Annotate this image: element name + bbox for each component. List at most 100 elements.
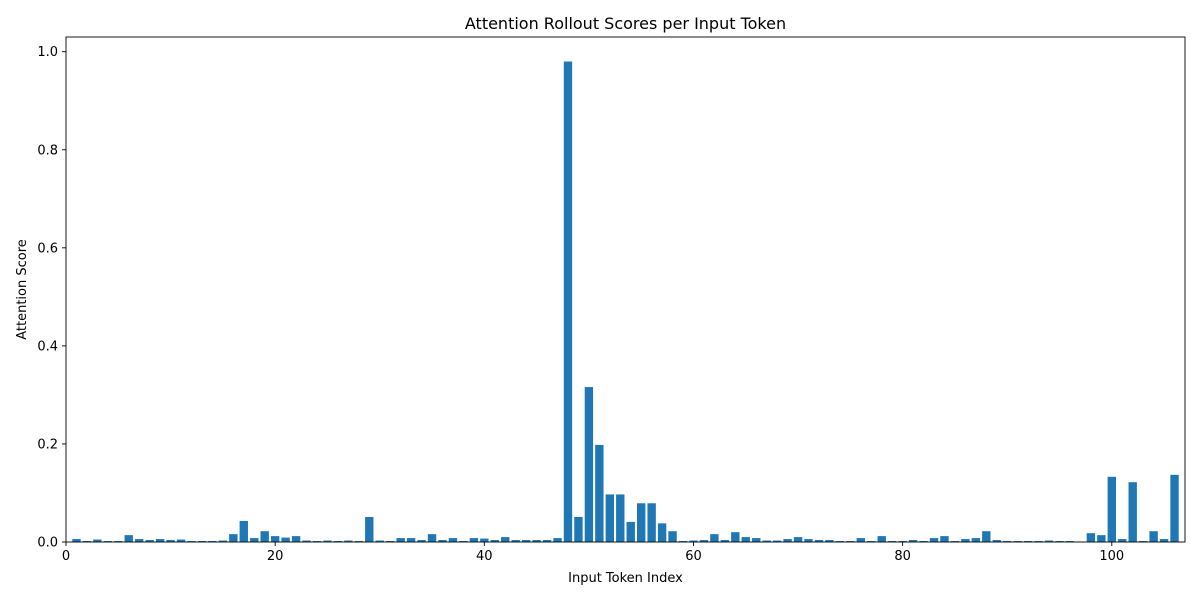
bar-token-104 bbox=[1149, 531, 1158, 542]
bar-token-103 bbox=[1138, 541, 1148, 542]
bar-token-62 bbox=[710, 534, 719, 542]
bar-token-100 bbox=[1107, 476, 1116, 542]
bar-token-78 bbox=[877, 536, 886, 542]
bar-token-74 bbox=[835, 541, 845, 542]
bar-token-106 bbox=[1170, 474, 1179, 542]
bar-token-75 bbox=[846, 541, 855, 542]
bar-token-25 bbox=[323, 540, 332, 542]
bar-token-71 bbox=[804, 539, 813, 542]
bar-token-88 bbox=[982, 531, 991, 542]
bar-token-87 bbox=[971, 538, 981, 542]
bar-token-36 bbox=[438, 540, 447, 542]
y-tick-label: 1.0 bbox=[37, 45, 58, 60]
bar-token-16 bbox=[229, 534, 238, 542]
bar-token-81 bbox=[908, 540, 918, 542]
bar-token-26 bbox=[333, 541, 343, 542]
bar-token-99 bbox=[1097, 535, 1106, 542]
bar-token-55 bbox=[637, 503, 646, 542]
bar-token-52 bbox=[605, 494, 614, 542]
bar-token-93 bbox=[1034, 541, 1043, 542]
bar-token-3 bbox=[93, 539, 102, 542]
bar-token-23 bbox=[302, 540, 311, 542]
bar-token-70 bbox=[793, 537, 803, 542]
plot-frame bbox=[65, 36, 1186, 543]
bar-token-53 bbox=[616, 494, 625, 542]
bar-token-83 bbox=[929, 538, 939, 542]
bar-token-101 bbox=[1118, 539, 1127, 542]
bar-token-15 bbox=[218, 540, 228, 542]
y-tick-label: 0.2 bbox=[37, 437, 58, 452]
bar-token-90 bbox=[1003, 541, 1012, 542]
bar-token-65 bbox=[741, 537, 750, 542]
bar-token-79 bbox=[887, 541, 897, 542]
bar-token-54 bbox=[626, 521, 635, 542]
x-tick-label: 80 bbox=[894, 549, 911, 564]
x-tick-label: 40 bbox=[476, 549, 493, 564]
x-tick-label: 100 bbox=[1099, 549, 1124, 564]
bar-token-89 bbox=[992, 540, 1001, 542]
bar-token-92 bbox=[1023, 541, 1033, 542]
bar-token-102 bbox=[1128, 482, 1137, 542]
bar-token-32 bbox=[396, 538, 405, 542]
bar-token-27 bbox=[344, 540, 353, 542]
bar-token-38 bbox=[459, 541, 468, 542]
bar-token-43 bbox=[511, 540, 520, 542]
bar-token-61 bbox=[699, 540, 709, 542]
bar-token-37 bbox=[448, 538, 458, 542]
bar-token-45 bbox=[532, 540, 541, 542]
bar-token-24 bbox=[312, 541, 322, 542]
bar-token-84 bbox=[940, 536, 949, 542]
bar-token-22 bbox=[291, 536, 301, 542]
bar-token-19 bbox=[260, 531, 269, 542]
y-tick-label: 0.6 bbox=[37, 241, 58, 256]
bar-token-51 bbox=[595, 444, 604, 542]
bar-token-8 bbox=[145, 540, 154, 542]
bar-token-94 bbox=[1044, 540, 1054, 542]
bar-token-67 bbox=[762, 540, 771, 542]
bar-token-6 bbox=[124, 535, 133, 542]
bar-token-28 bbox=[354, 541, 364, 542]
bar-token-9 bbox=[155, 539, 165, 542]
bar-token-10 bbox=[166, 540, 175, 542]
bar-token-40 bbox=[480, 538, 489, 542]
y-axis-ticks: 0.0 0.2 0.4 0.6 0.8 1.0 bbox=[37, 45, 66, 551]
chart-title: Attention Rollout Scores per Input Token bbox=[465, 14, 786, 33]
bar-token-46 bbox=[542, 540, 552, 542]
bar-token-68 bbox=[772, 540, 782, 542]
bar-token-69 bbox=[783, 539, 792, 542]
bar-token-77 bbox=[867, 541, 876, 542]
bar-token-12 bbox=[187, 541, 196, 542]
bar-token-105 bbox=[1159, 539, 1169, 542]
x-axis-ticks: 0 20 40 60 80 100 bbox=[62, 542, 1124, 564]
bar-token-31 bbox=[386, 541, 395, 542]
y-tick-label: 0.8 bbox=[37, 143, 58, 158]
bar-token-17 bbox=[239, 520, 248, 542]
bar-token-64 bbox=[731, 532, 740, 542]
bar-token-48 bbox=[563, 61, 573, 543]
bar-token-95 bbox=[1055, 541, 1064, 542]
bar-token-20 bbox=[270, 536, 280, 542]
x-tick-label: 60 bbox=[685, 549, 702, 564]
bar-token-85 bbox=[950, 541, 960, 542]
bar-token-34 bbox=[417, 540, 426, 542]
bar-token-60 bbox=[689, 540, 698, 542]
bar-token-72 bbox=[814, 540, 824, 542]
bar-token-50 bbox=[584, 387, 594, 542]
bar-token-13 bbox=[197, 541, 207, 542]
bar-token-86 bbox=[961, 539, 970, 542]
bar-token-2 bbox=[82, 541, 92, 542]
bar-token-59 bbox=[678, 541, 688, 542]
bar-token-5 bbox=[114, 541, 123, 542]
bar-token-14 bbox=[208, 541, 217, 542]
bar-token-39 bbox=[469, 538, 479, 542]
bar-token-4 bbox=[103, 541, 113, 542]
bar-token-30 bbox=[375, 540, 384, 542]
bar-token-35 bbox=[427, 534, 437, 542]
bar-token-41 bbox=[490, 540, 499, 542]
bar-token-66 bbox=[752, 538, 761, 542]
bar-token-1 bbox=[72, 539, 81, 542]
bar-token-96 bbox=[1065, 541, 1075, 542]
bar-token-49 bbox=[574, 516, 583, 542]
x-tick-label: 20 bbox=[267, 549, 284, 564]
